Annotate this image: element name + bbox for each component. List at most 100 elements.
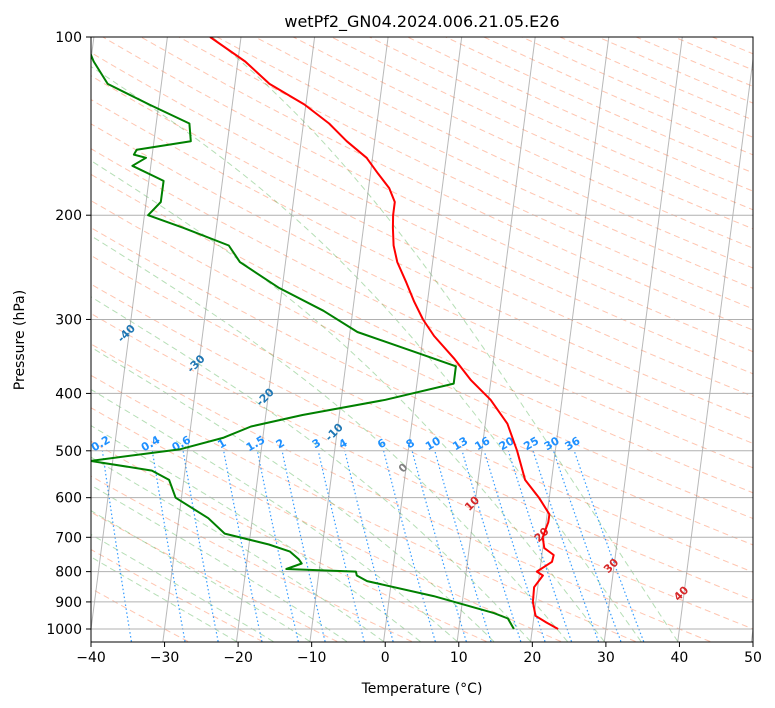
dry-adiabat	[102, 37, 753, 353]
dry-adiabat	[91, 313, 753, 630]
x-axis-label: Temperature (°C)	[361, 681, 483, 697]
chart-title: wetPf2_GN04.2024.006.21.05.E26	[284, 12, 559, 32]
mixing-ratio-line	[552, 450, 622, 642]
dry-adiabat	[91, 283, 753, 601]
dry-adiabat	[91, 148, 753, 469]
mixing-ratio-line	[507, 450, 573, 642]
dry-adiabat	[140, 37, 753, 331]
dry-adiabat	[91, 374, 636, 642]
y-axis-ticks: 100 200 300 400 500 600 700 800 900 1000	[46, 30, 91, 638]
isotherm-label-warm: 40	[671, 583, 691, 603]
isotherm-label-warm: 30	[601, 556, 621, 576]
temperature-profile	[209, 37, 559, 630]
x-tick-label: 50	[744, 650, 762, 666]
dry-adiabat	[91, 407, 562, 642]
isotherm-line	[383, 37, 463, 642]
isotherm-label: -30	[184, 352, 207, 375]
y-tick-label: 700	[55, 530, 82, 546]
isotherm-line	[603, 37, 683, 642]
dry-adiabat	[407, 37, 753, 192]
dry-adiabat	[91, 254, 753, 573]
isoline-labels: 0.10.20.40.611.52346810131620253036-100-…	[0, 225, 691, 604]
moist-adiabat	[91, 388, 458, 642]
dry-adiabat	[91, 200, 753, 520]
y-tick-label: 800	[55, 565, 82, 581]
mixing-ratio-line	[281, 450, 326, 642]
x-tick-label: −30	[150, 650, 180, 666]
moist-adiabat	[91, 296, 532, 642]
mixing-ratio-line	[182, 450, 219, 642]
y-axis-label: Pressure (hPa)	[12, 290, 28, 390]
mixing-ratio-line	[344, 450, 394, 642]
background-lines	[91, 37, 753, 642]
mixing-ratio-line	[101, 450, 132, 642]
dry-adiabat	[636, 37, 753, 87]
mixing-ratio-line	[223, 450, 263, 642]
y-tick-label: 600	[55, 491, 82, 507]
mixing-ratio-line	[434, 450, 492, 642]
moist-adiabat	[91, 456, 384, 642]
isotherm-label: -40	[115, 322, 138, 345]
y-tick-label: 100	[55, 30, 82, 46]
isotherm-label: -50	[47, 278, 70, 301]
plot-frame	[90, 36, 754, 643]
isotherm-line	[309, 37, 389, 642]
isotherm-line	[677, 55, 753, 642]
mixing-ratio-line	[573, 450, 645, 642]
y-tick-label: 400	[55, 386, 82, 402]
y-tick-label: 200	[55, 208, 82, 224]
isotherm-line	[456, 37, 536, 642]
mixing-ratio-line	[483, 450, 546, 642]
dewpoint-profile	[91, 52, 515, 630]
dry-adiabat	[91, 99, 753, 421]
x-tick-label: −20	[223, 650, 253, 666]
x-tick-label: 10	[450, 650, 468, 666]
x-axis-ticks: −40 −30 −20 −10 0 10 20 30 40 50	[76, 642, 762, 666]
mixing-ratio-label: 4	[336, 436, 349, 451]
x-tick-label: −40	[76, 650, 106, 666]
moist-adiabat	[91, 425, 421, 642]
mixing-ratio-line	[461, 450, 522, 642]
dry-adiabat	[91, 75, 753, 397]
isotherm-line	[162, 37, 242, 642]
x-tick-label: 20	[523, 650, 541, 666]
dry-adiabat	[91, 511, 338, 642]
dry-adiabat	[91, 227, 753, 546]
dry-adiabat	[331, 37, 753, 230]
mixing-ratio-line	[256, 450, 299, 642]
y-tick-label: 1000	[46, 622, 82, 638]
isotherm-label: -20	[254, 385, 277, 408]
isotherm-line	[236, 37, 316, 642]
moist-adiabat	[91, 556, 237, 642]
dry-adiabat	[91, 343, 711, 642]
dry-adiabat	[750, 37, 753, 39]
isotherm-label-warm: 20	[532, 525, 552, 545]
isotherm-line	[530, 37, 610, 642]
x-tick-label: 40	[671, 650, 689, 666]
dry-adiabat	[91, 173, 753, 494]
mixing-ratio-line	[411, 450, 467, 642]
isotherm-line	[91, 37, 168, 634]
profiles	[91, 37, 559, 630]
x-tick-label: −10	[297, 650, 327, 666]
dry-adiabat	[91, 548, 263, 642]
mixing-ratio-line	[383, 450, 436, 642]
mixing-ratio-line	[317, 450, 365, 642]
y-tick-label: 500	[55, 444, 82, 460]
moist-adiabat	[212, 37, 679, 642]
isotherm-line	[750, 625, 753, 642]
y-tick-label: 900	[55, 595, 82, 611]
dry-adiabat	[559, 37, 753, 121]
dry-adiabat	[293, 37, 753, 249]
x-tick-label: 0	[381, 650, 390, 666]
mixing-ratio-line	[532, 450, 600, 642]
isotherm-label-warm: 0	[396, 461, 411, 476]
dry-adiabat	[483, 37, 753, 156]
dry-adiabat	[91, 52, 753, 375]
moist-adiabat	[91, 510, 311, 642]
dry-adiabat	[216, 37, 753, 289]
mixing-ratio-label: 2	[274, 436, 287, 451]
isotherm-label: -60	[0, 225, 4, 248]
moist-adiabat	[91, 235, 568, 642]
